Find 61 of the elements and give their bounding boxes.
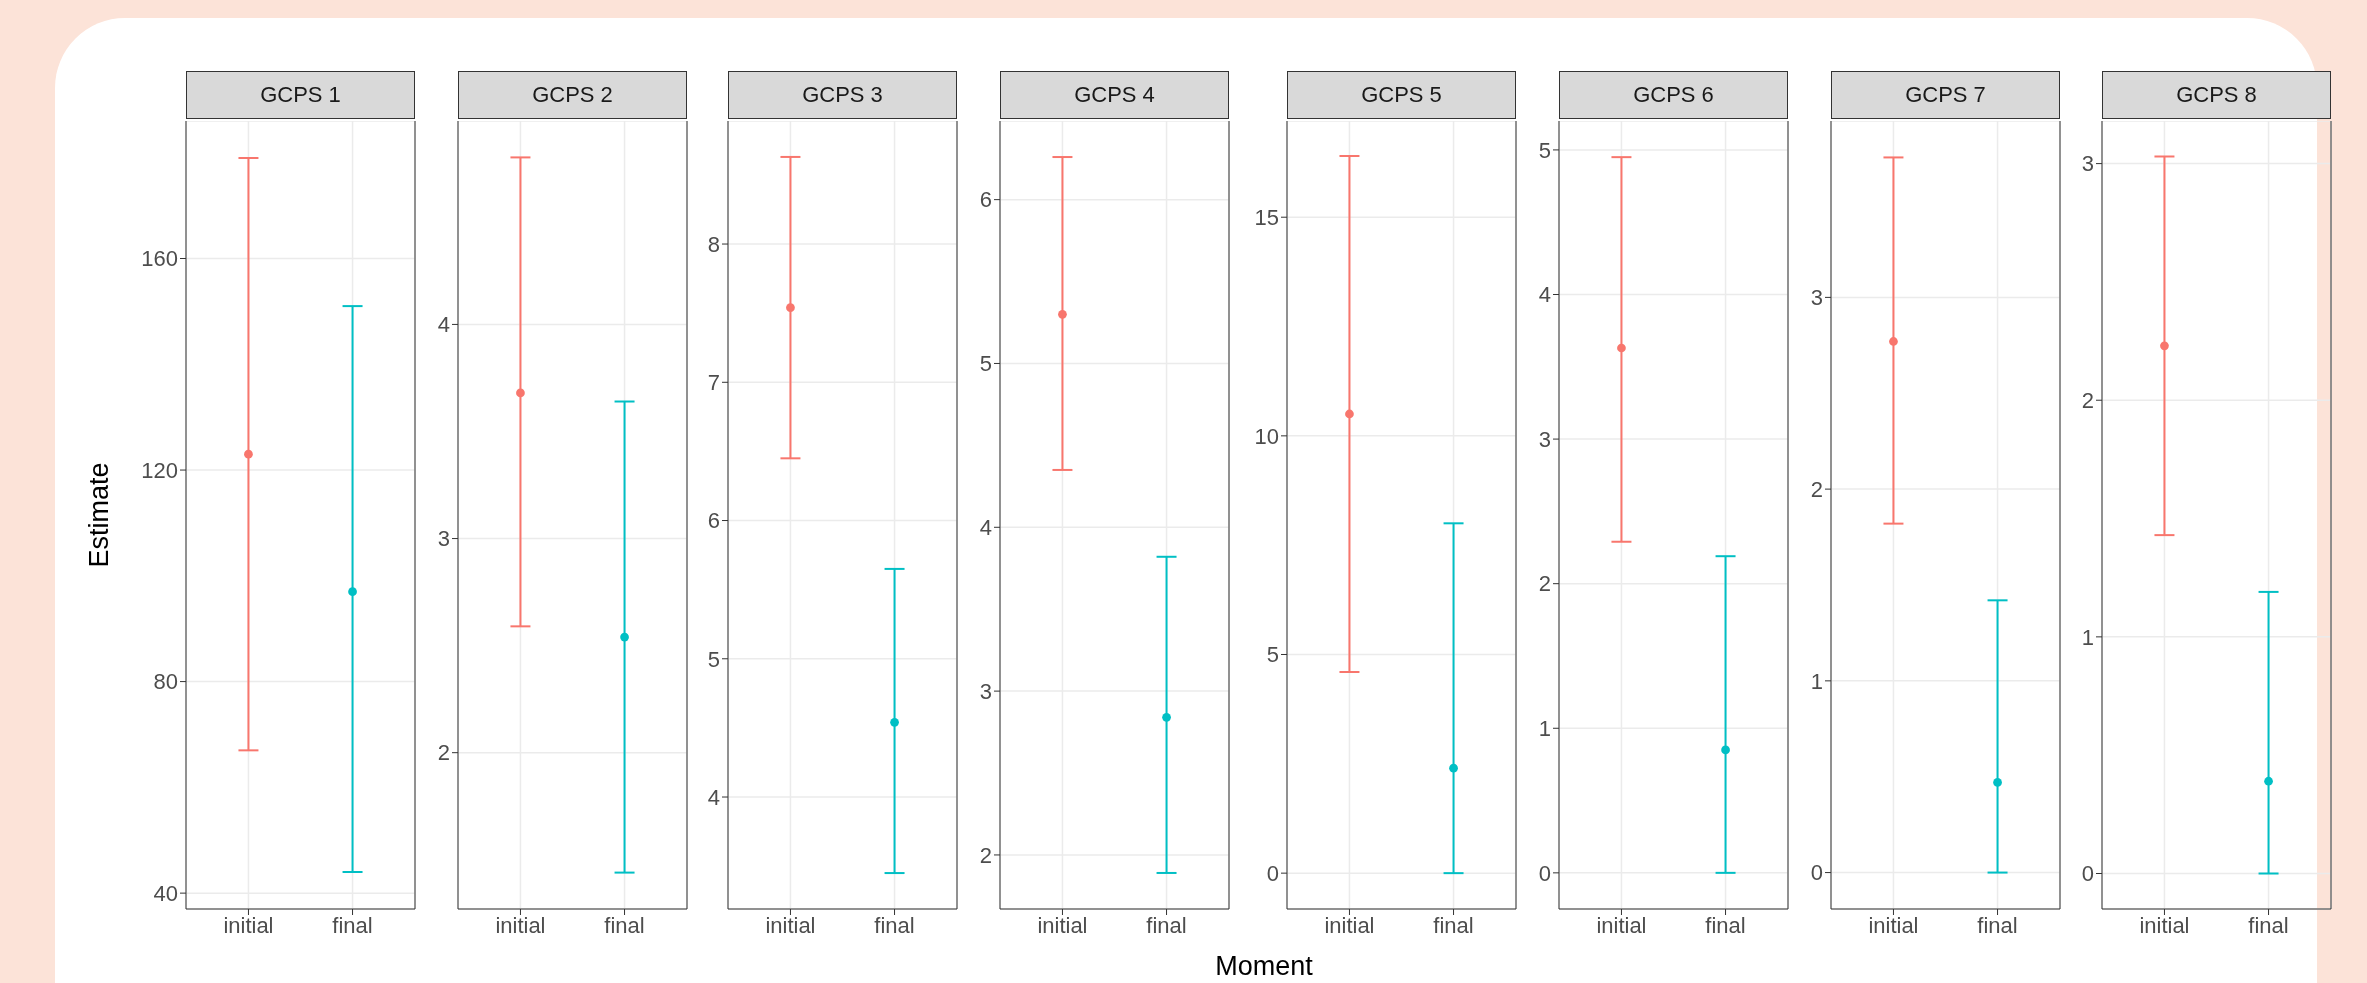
y-tick-label: 10 bbox=[1254, 423, 1279, 449]
y-tick-label: 0 bbox=[1538, 860, 1551, 886]
y-tick-label: 160 bbox=[141, 246, 178, 272]
y-tick-label: 8 bbox=[707, 231, 720, 257]
y-tick-label: 2 bbox=[979, 842, 992, 868]
y-tick-label: 40 bbox=[153, 880, 178, 906]
y-tick-label: 2 bbox=[437, 740, 450, 766]
x-tick-label: final bbox=[1433, 912, 1474, 938]
x-axis-title: Moment bbox=[1214, 951, 1314, 982]
x-tick-label: final bbox=[2248, 912, 2289, 938]
y-tick-label: 15 bbox=[1254, 205, 1279, 231]
y-tick-label: 2 bbox=[1538, 571, 1551, 597]
x-tick-label: initial bbox=[1037, 912, 1088, 938]
x-tick-label: initial bbox=[495, 912, 546, 938]
y-tick-label: 5 bbox=[1266, 642, 1279, 668]
x-tick-label: initial bbox=[1868, 912, 1919, 938]
y-tick-label: 5 bbox=[1538, 137, 1551, 163]
x-tick-label: initial bbox=[1324, 912, 1375, 938]
y-tick-label: 2 bbox=[1810, 476, 1823, 502]
chart-title: GCPS 8 bbox=[2102, 71, 2331, 119]
y-tick-label: 4 bbox=[1538, 282, 1551, 308]
chart-title: GCPS 3 bbox=[728, 71, 957, 119]
x-tick-label: final bbox=[874, 912, 915, 938]
y-tick-label: 0 bbox=[1810, 860, 1823, 886]
y-tick-label: 3 bbox=[1810, 285, 1823, 311]
y-tick-label: 1 bbox=[1538, 716, 1551, 742]
y-tick-label: 1 bbox=[2081, 624, 2094, 650]
x-tick-label: initial bbox=[765, 912, 816, 938]
y-tick-label: 4 bbox=[707, 784, 720, 810]
y-tick-label: 6 bbox=[707, 508, 720, 534]
y-tick-label: 5 bbox=[979, 351, 992, 377]
chart-title: GCPS 4 bbox=[1000, 71, 1229, 119]
chart-title: GCPS 1 bbox=[186, 71, 415, 119]
x-tick-label: final bbox=[1977, 912, 2018, 938]
y-tick-label: 0 bbox=[2081, 861, 2094, 887]
x-tick-label: initial bbox=[223, 912, 274, 938]
y-axis-title: Estimate bbox=[83, 462, 114, 568]
y-tick-label: 4 bbox=[979, 515, 992, 541]
y-tick-label: 6 bbox=[979, 187, 992, 213]
y-tick-label: 4 bbox=[437, 312, 450, 338]
y-tick-label: 2 bbox=[2081, 388, 2094, 414]
y-tick-label: 0 bbox=[1266, 860, 1279, 886]
chart-title: GCPS 5 bbox=[1287, 71, 1516, 119]
y-tick-label: 7 bbox=[707, 370, 720, 396]
y-tick-label: 5 bbox=[707, 646, 720, 672]
y-tick-label: 120 bbox=[141, 457, 178, 483]
x-tick-label: final bbox=[332, 912, 373, 938]
y-tick-label: 3 bbox=[979, 678, 992, 704]
y-tick-label: 3 bbox=[437, 526, 450, 552]
x-tick-label: final bbox=[1705, 912, 1746, 938]
x-tick-label: final bbox=[604, 912, 645, 938]
x-tick-label: initial bbox=[2139, 912, 2190, 938]
chart-title: GCPS 7 bbox=[1831, 71, 2060, 119]
x-tick-label: final bbox=[1146, 912, 1187, 938]
chart-title: GCPS 2 bbox=[458, 71, 687, 119]
y-tick-label: 3 bbox=[1538, 426, 1551, 452]
chart-title: GCPS 6 bbox=[1559, 71, 1788, 119]
y-tick-label: 80 bbox=[153, 669, 178, 695]
y-tick-label: 1 bbox=[1810, 668, 1823, 694]
x-tick-label: initial bbox=[1596, 912, 1647, 938]
y-tick-label: 3 bbox=[2081, 151, 2094, 177]
